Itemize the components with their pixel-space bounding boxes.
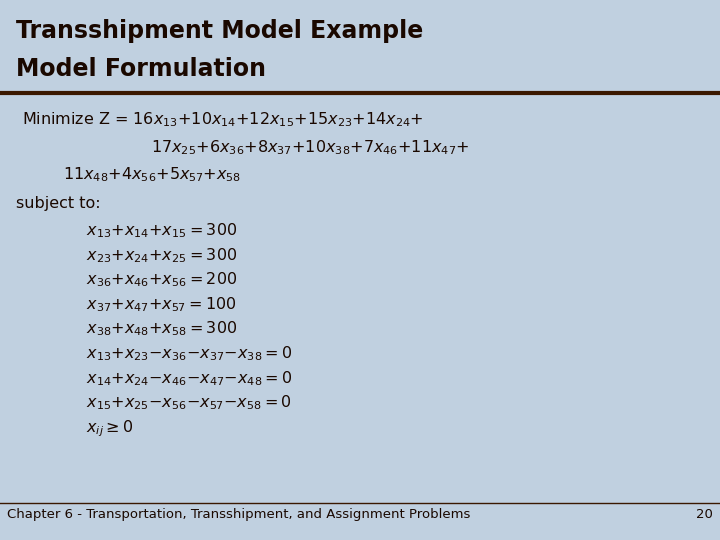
Text: 20: 20	[696, 508, 713, 521]
Text: $x$$_{13}$$ + x$$_{23}$$ - x$$_{36}$$ - x$$_{37}$$ - x$$_{38}$$  = 0$: $x$$_{13}$$ + x$$_{23}$$ - x$$_{36}$$ - …	[86, 345, 293, 363]
Text: Model Formulation: Model Formulation	[16, 57, 266, 80]
Text: $x_{ij} \geq 0$: $x_{ij} \geq 0$	[86, 418, 134, 438]
Text: $x$$_{13}$$ + x$$_{14}$$ + x$$_{15}$$ = 300$: $x$$_{13}$$ + x$$_{14}$$ + x$$_{15}$$ = …	[86, 221, 238, 240]
Text: $x$$_{36}$$ + x$$_{46}$$ + x$$_{56}$$ = 200$: $x$$_{36}$$ + x$$_{46}$$ + x$$_{56}$$ = …	[86, 271, 238, 289]
Text: $x$$_{37}$$+ x$$_{47}$$ + x$$_{57}$$ = 100$: $x$$_{37}$$+ x$$_{47}$$ + x$$_{57}$$ = 1…	[86, 295, 237, 314]
Text: $x$$_{15}$$ + x$$_{25}$$ - x$$_{56}$$ - x$$_{57}$$ - x$$_{58}$$ = 0$: $x$$_{15}$$ + x$$_{25}$$ - x$$_{56}$$ - …	[86, 393, 292, 412]
Text: subject to:: subject to:	[16, 196, 101, 211]
Text: Transshipment Model Example: Transshipment Model Example	[16, 19, 423, 43]
Text: $x$$_{38}$$ + x$$_{48}$$ + x$$_{58}$$ = 300$: $x$$_{38}$$ + x$$_{48}$$ + x$$_{58}$$ = …	[86, 320, 238, 339]
Text: $x$$_{14}$$ + x$$_{24}$$ - x$$_{46}$$ - x$$_{47}$$ - x$$_{48}$$ = 0$: $x$$_{14}$$ + x$$_{24}$$ - x$$_{46}$$ - …	[86, 369, 293, 388]
Text: $17x$$_{25}$$ + 6x$$_{36}$$ + 8x$$_{37}$$ + 10x$$_{38}$$ + 7x$$_{46}$$ + 11x$$_{: $17x$$_{25}$$ + 6x$$_{36}$$ + 8x$$_{37}$…	[151, 138, 469, 157]
Text: $x$$_{23}$$+ x$$_{24}$$ + x$$_{25}$$ = 300$: $x$$_{23}$$+ x$$_{24}$$ + x$$_{25}$$ = 3…	[86, 246, 238, 265]
Text: Chapter 6 - Transportation, Transshipment, and Assignment Problems: Chapter 6 - Transportation, Transshipmen…	[7, 508, 471, 521]
Text: $11x$$_{48}$$ + 4x$$_{56}$$ + 5x$$_{57}$$ + x$$_{58}$: $11x$$_{48}$$ + 4x$$_{56}$$ + 5x$$_{57}$…	[63, 166, 240, 185]
Text: Minimize Z = $16x$$_{13}$$ + 10x$$_{14}$$ + 12x$$_{15}$$ + 15x$$_{23}$$ + 14x$$_: Minimize Z = $16x$$_{13}$$ + 10x$$_{14}$…	[22, 111, 423, 130]
